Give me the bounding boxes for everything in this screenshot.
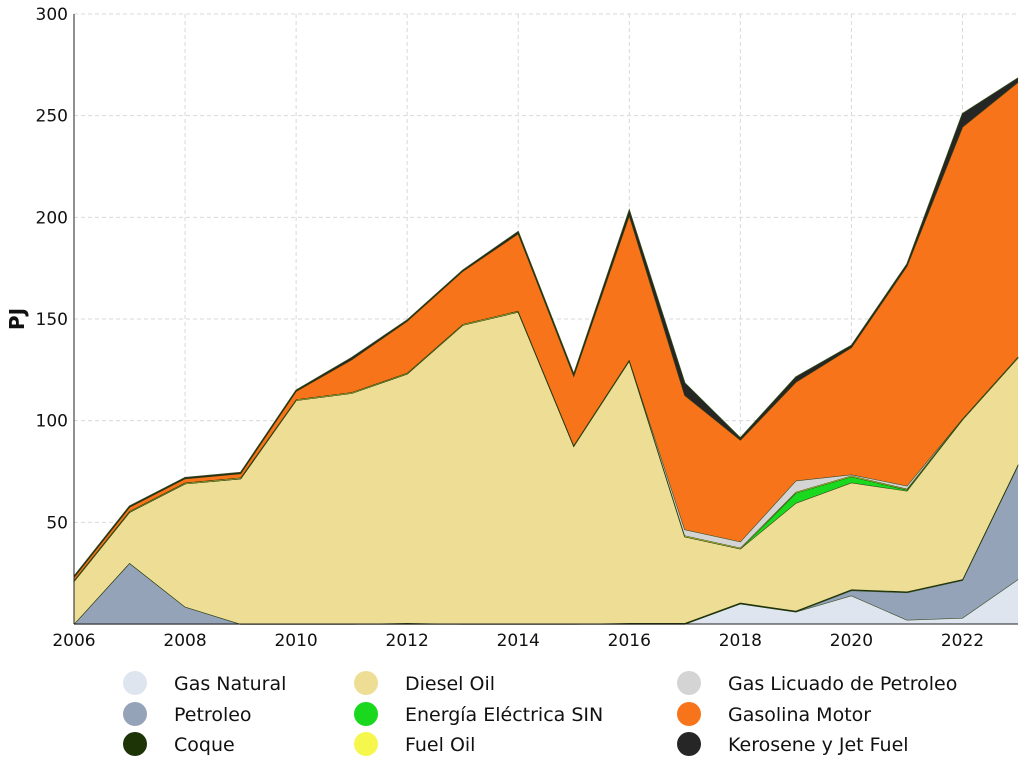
- legend-label: Coque: [174, 734, 235, 756]
- legend-marker: [354, 702, 378, 726]
- axes: [73, 14, 1018, 625]
- x-tick-label: 2020: [830, 631, 873, 651]
- area-series-1: [74, 465, 1018, 624]
- legend-label: Energía Eléctrica SIN: [405, 704, 603, 726]
- legend-item: Coque: [123, 732, 235, 756]
- x-tick-label: 2022: [941, 631, 984, 651]
- legend-item: Fuel Oil: [354, 732, 475, 756]
- area-series-7: [74, 82, 1018, 581]
- y-tick-label: 100: [36, 412, 68, 432]
- area-series-0: [74, 579, 1018, 624]
- legend-item: Petroleo: [123, 702, 252, 726]
- area-series-4: [74, 311, 1018, 582]
- legend-item: Kerosene y Jet Fuel: [677, 732, 909, 756]
- y-tick-label: 300: [36, 5, 68, 25]
- x-tick-label: 2008: [163, 631, 206, 651]
- legend-item: Energía Eléctrica SIN: [354, 702, 603, 726]
- legend-item: Gas Licuado de Petroleo: [677, 671, 957, 695]
- x-tick-label: 2018: [719, 631, 762, 651]
- area-series-3: [74, 311, 1018, 624]
- tick-labels: 2006 2008 2010 2012 2014 2016 2018 2020 2022 50 10…: [36, 5, 985, 651]
- x-tick-label: 2010: [274, 631, 317, 651]
- x-tick-label: 2014: [497, 631, 540, 651]
- legend-marker: [123, 732, 147, 756]
- legend-marker: [354, 671, 378, 695]
- legend-item: Gas Natural: [123, 671, 286, 695]
- y-tick-label: 200: [36, 208, 68, 228]
- x-tick-label: 2006: [52, 631, 95, 651]
- legend-label: Fuel Oil: [405, 734, 475, 756]
- x-tick-label: 2016: [608, 631, 651, 651]
- legend-marker: [354, 732, 378, 756]
- legend-marker: [677, 671, 701, 695]
- x-tick-label: 2012: [386, 631, 429, 651]
- y-tick-label: 250: [36, 107, 68, 127]
- legend: Gas Natural Petroleo Coque Diesel Oil Energí…: [123, 671, 957, 756]
- y-tick-label: 50: [46, 513, 68, 533]
- legend-item: Gasolina Motor: [677, 702, 871, 726]
- y-axis-label: PJ: [5, 308, 29, 330]
- legend-label: Kerosene y Jet Fuel: [728, 734, 909, 756]
- series-areas: [73, 77, 1019, 625]
- area-series-edge-8: [73, 77, 1019, 577]
- legend-label: Gasolina Motor: [728, 704, 871, 726]
- legend-label: Gas Licuado de Petroleo: [728, 673, 957, 695]
- legend-label: Petroleo: [174, 704, 252, 726]
- legend-label: Diesel Oil: [405, 673, 495, 695]
- legend-marker: [677, 732, 701, 756]
- legend-marker: [123, 702, 147, 726]
- legend-marker: [123, 671, 147, 695]
- legend-label: Gas Natural: [174, 673, 286, 695]
- legend-item: Diesel Oil: [354, 671, 495, 695]
- legend-marker: [677, 702, 701, 726]
- y-tick-label: 150: [36, 310, 68, 330]
